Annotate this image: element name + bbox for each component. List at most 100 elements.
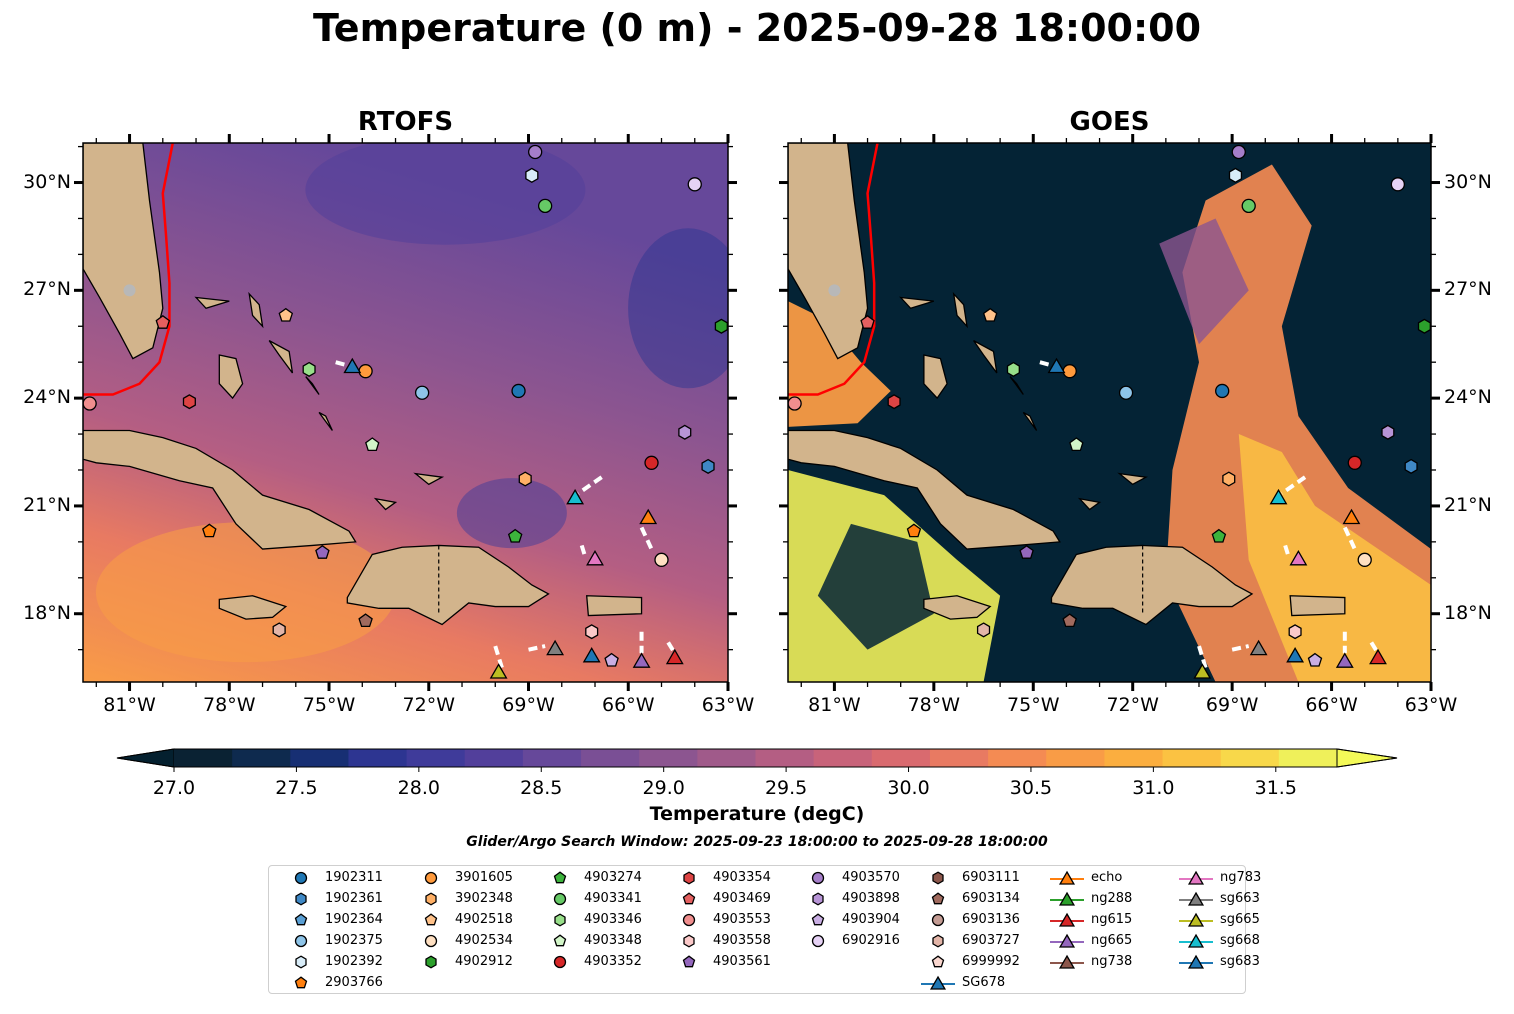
lake-okeechobee [123, 284, 136, 297]
lon-tick-label: 75°W [1007, 694, 1060, 716]
marker-4902912 [1417, 318, 1431, 334]
legend-glider-icon [1187, 933, 1205, 948]
legend-label: ng665 [1091, 933, 1133, 948]
map-panels [74, 134, 1440, 691]
legend-glider-icon [1187, 912, 1205, 927]
marker-4903561 [1019, 544, 1034, 559]
legend-glider-icon [1058, 933, 1076, 948]
legend-float-icon [294, 913, 308, 926]
legend-float-icon [811, 871, 825, 885]
lat-tick-label: 24°N [1444, 386, 1492, 409]
legend-label: ng615 [1091, 912, 1133, 927]
lon-tick-label: 69°W [1205, 694, 1259, 716]
land-cat [305, 376, 320, 395]
legend-marker-icon [1050, 933, 1084, 948]
marker-sg668 [1269, 488, 1288, 505]
legend-label: 4903341 [584, 891, 642, 906]
marker-1902375 [414, 385, 430, 400]
marker-3901605 [1062, 364, 1077, 379]
glider-track [577, 475, 603, 495]
legend-float-icon [811, 934, 825, 948]
map-frame [82, 142, 729, 683]
legend-marker-icon [931, 955, 945, 968]
marker-4903346 [1006, 361, 1020, 377]
legend-item-1902361: 1902361 [281, 890, 401, 908]
legend-marker-icon [921, 975, 955, 990]
lon-tick-label: 66°W [602, 694, 655, 716]
legend-label: 6999992 [962, 954, 1020, 969]
legend-marker-icon [1179, 912, 1213, 927]
colorbar-tick-label: 30.0 [887, 777, 929, 799]
colorbar-tick-label: 28.5 [520, 777, 562, 799]
land-abaco [248, 291, 264, 329]
legend-item-1902375: 1902375 [281, 932, 401, 950]
legend-label: 4903469 [713, 891, 771, 906]
legend-marker-icon [932, 871, 944, 885]
legend-item-sg668: sg668 [1176, 932, 1296, 950]
legend-glider-icon [929, 975, 947, 990]
land-florida [83, 143, 164, 360]
legend-float-icon [424, 871, 438, 885]
legend-label: 6903134 [962, 891, 1020, 906]
legend-marker-icon [425, 955, 437, 969]
lat-tick-label: 27°N [23, 278, 71, 301]
marker-1902392 [1228, 167, 1243, 183]
marker-4903570 [528, 144, 543, 160]
colorbar-tick-label: 31.5 [1255, 777, 1297, 799]
land-longisl [318, 411, 333, 431]
land-puertorico [585, 595, 643, 617]
marker-1902311 [1215, 383, 1230, 399]
marker-ng783 [586, 550, 604, 566]
lon-tick-label: 72°W [402, 694, 455, 716]
legend-marker-icon [1050, 891, 1084, 906]
legend-label: 4903561 [713, 954, 771, 969]
legend-marker-icon [683, 934, 695, 948]
marker-4903352 [1347, 455, 1362, 470]
marker-4903469 [155, 314, 171, 329]
legend-label: 1902392 [325, 954, 383, 969]
legend-label: 4902518 [455, 912, 513, 927]
legend-marker-icon [931, 892, 945, 905]
legend-float-icon [294, 871, 308, 885]
lon-tick-label: 63°W [1404, 694, 1458, 716]
legend-item-4903352: 4903352 [540, 953, 660, 971]
legend-glider-icon [1058, 891, 1076, 906]
legend-label: 4903354 [713, 870, 771, 885]
legend-marker-icon [811, 934, 825, 948]
colorbar-swatch [348, 749, 408, 767]
legend-label: 3901605 [455, 870, 513, 885]
legend-item-SG678: SG678 [918, 974, 1038, 992]
lon-tick-label: 72°W [1106, 694, 1159, 716]
marker-6903727 [976, 622, 991, 638]
lon-tick-label: 69°W [502, 694, 555, 716]
legend-float-icon [931, 892, 945, 905]
legend-item-3901605: 3901605 [411, 869, 531, 887]
legend-marker-icon [554, 913, 566, 927]
land-grandbahama [899, 296, 935, 310]
marker-4903274 [1211, 528, 1227, 543]
colorbar-swatch [522, 749, 582, 767]
lon-tick-label: 63°W [701, 694, 755, 716]
legend-float-icon [294, 934, 308, 948]
colorbar-swatch [755, 749, 815, 767]
legend-marker-icon [1050, 870, 1084, 885]
legend-marker-icon [683, 871, 695, 885]
legend-marker-icon [812, 892, 824, 906]
legend-item-4903904: 4903904 [798, 911, 918, 929]
legend-float-icon [553, 934, 567, 947]
marker-sg683 [582, 647, 601, 663]
marker-ng783 [1289, 550, 1308, 566]
colorbar: 27.0 27.5 28.0 28.5 29.0 29.5 30.0 30.5 31.0 31.5 [116, 748, 1398, 799]
legend-item-6903136: 6903136 [918, 911, 1038, 929]
legend-float-icon [553, 871, 567, 884]
colorbar-swatch [1220, 749, 1280, 767]
colorbar-tick-label: 27.5 [275, 777, 317, 799]
marker-1902364 [1430, 344, 1431, 348]
legend-item-4903354: 4903354 [669, 869, 789, 887]
legend-float-icon [683, 934, 695, 948]
marker-4903348 [365, 437, 380, 452]
legend-item-6903111: 6903111 [918, 869, 1038, 887]
legend-item-ng738: ng738 [1047, 953, 1167, 971]
search-window-label: Glider/Argo Search Window: 2025-09-23 18… [466, 834, 1048, 850]
legend-item-sg663: sg663 [1176, 890, 1296, 908]
